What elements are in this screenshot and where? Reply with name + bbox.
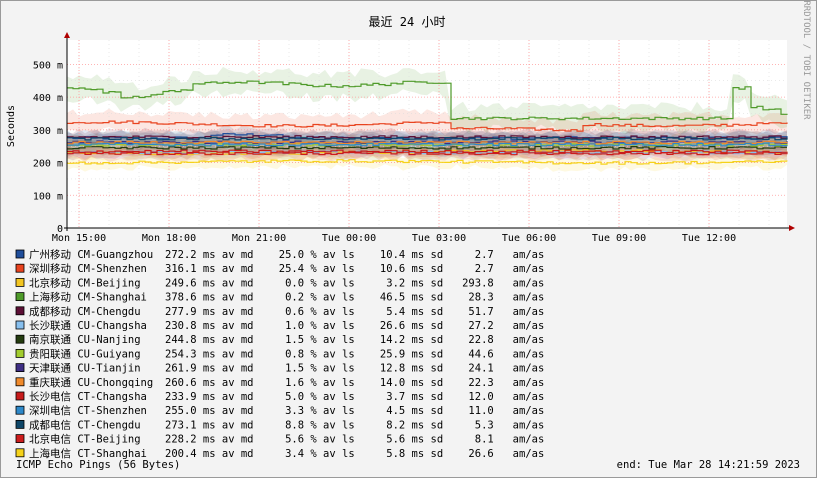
legend-series-stats-6: 244.8 ms av md 1.5 % av ls 14.2 ms sd 22… xyxy=(165,334,544,346)
legend-series-name-8: 天津联通 CU-Tianjin xyxy=(29,363,141,375)
legend-swatch-0 xyxy=(15,249,25,259)
legend-entry-0: 广州移动 CM-Guangzhou 272.2 ms av md 25.0 % a… xyxy=(29,248,544,261)
legend-swatch-2 xyxy=(15,277,25,287)
legend-series-stats-12: 273.1 ms av md 8.8 % av ls 8.2 ms sd 5.3… xyxy=(165,419,544,431)
legend-entry-9: 重庆联通 CU-Chongqing 260.6 ms av md 1.6 % av… xyxy=(29,376,544,389)
legend-series-name-9: 重庆联通 CU-Chongqing xyxy=(29,376,153,389)
x-tick-label-4: Tue 03:00 xyxy=(412,233,466,244)
legend-series-name-14: 上海电信 CT-Shanghai xyxy=(29,447,147,460)
legend-swatch-12 xyxy=(15,419,25,429)
smoke-band-14 xyxy=(67,152,787,172)
legend-series-stats-5: 230.8 ms av md 1.0 % av ls 26.6 ms sd 27… xyxy=(165,320,544,332)
legend-series-stats-7: 254.3 ms av md 0.8 % av ls 25.9 ms sd 44… xyxy=(165,348,544,360)
legend-series-name-7: 贵阳联通 CU-Guiyang xyxy=(29,347,141,360)
chart-title: 最近 24 小时 xyxy=(369,15,446,29)
axes xyxy=(64,32,795,231)
legend-entry-6: 南京联通 CU-Nanjing 244.8 ms av md 1.5 % av l… xyxy=(29,333,544,346)
legend-series-name-3: 上海移动 CM-Shanghai xyxy=(29,291,147,304)
legend-series-stats-10: 233.9 ms av md 5.0 % av ls 3.7 ms sd 12.… xyxy=(165,391,544,403)
legend-entry-2: 北京移动 CM-Beijing 249.6 ms av md 0.0 % av l… xyxy=(29,276,544,289)
legend-swatch-8 xyxy=(15,363,25,373)
y-axis-arrow xyxy=(64,32,70,38)
footer-end-time: end: Tue Mar 28 14:21:59 2023 xyxy=(617,459,800,471)
legend-entry-10: 长沙电信 CT-Changsha 233.9 ms av md 5.0 % av … xyxy=(29,390,544,403)
legend-series-stats-14: 200.4 ms av md 3.4 % av ls 5.8 ms sd 26.… xyxy=(165,448,544,460)
legend-swatch-1 xyxy=(15,263,25,273)
plot-background xyxy=(67,40,787,228)
series-line-12 xyxy=(67,136,788,141)
series-line-1 xyxy=(67,120,788,132)
legend-entry-14: 上海电信 CT-Shanghai 200.4 ms av md 3.4 % av … xyxy=(29,447,544,460)
legend-series-stats-13: 228.2 ms av md 5.6 % av ls 5.6 ms sd 8.1… xyxy=(165,434,544,446)
x-tick-label-0: Mon 15:00 xyxy=(52,233,106,244)
legend-swatch-5 xyxy=(15,320,25,330)
x-tick-label-6: Tue 09:00 xyxy=(592,233,646,244)
legend-series-stats-2: 249.6 ms av md 0.0 % av ls 3.2 ms sd 293… xyxy=(165,277,544,289)
legend-swatch-6 xyxy=(15,334,25,344)
legend-series-stats-3: 378.6 ms av md 0.2 % av ls 46.5 ms sd 28… xyxy=(165,292,544,304)
series-line-9 xyxy=(67,140,788,145)
legend-series-name-12: 成都电信 CT-Chengdu xyxy=(29,418,141,431)
legend-swatch-11 xyxy=(15,405,25,415)
legend-swatch-7 xyxy=(15,348,25,358)
legend-swatch-4 xyxy=(15,306,25,316)
y-tick-label-0: 0 xyxy=(57,224,63,235)
rrdtool-credit: RRDTOOL / TOBI OETIKER xyxy=(801,0,811,120)
legend-series-name-10: 长沙电信 CT-Changsha xyxy=(29,390,147,403)
tick-labels: 0 100 m 200 m 300 m 400 m 500 m Mon 15:00 Mon 1… xyxy=(33,60,736,244)
legend-series-name-2: 北京移动 CM-Beijing xyxy=(29,276,141,289)
legend-swatch-3 xyxy=(15,292,25,302)
legend-series-stats-1: 316.1 ms av md 25.4 % av ls 10.6 ms sd 2… xyxy=(165,263,544,275)
legend-entry-12: 成都电信 CT-Chengdu 273.1 ms av md 8.8 % av l… xyxy=(29,418,544,431)
legend-series-name-6: 南京联通 CU-Nanjing xyxy=(29,333,141,346)
legend-series-name-0: 广州移动 CM-Guangzhou xyxy=(29,248,153,261)
legend-entry-1: 深圳移动 CM-Shenzhen 316.1 ms av md 25.4 % av… xyxy=(29,262,544,275)
legend-series-stats-8: 261.9 ms av md 1.5 % av ls 12.8 ms sd 24… xyxy=(165,363,544,375)
legend-series-name-13: 北京电信 CT-Beijing xyxy=(29,433,141,446)
smoke-band-3 xyxy=(67,66,787,135)
legend-swatch-14 xyxy=(15,448,25,458)
series-line-14 xyxy=(67,159,788,165)
legend-series-name-4: 成都移动 CM-Chengdu xyxy=(29,305,141,318)
legend-swatch-9 xyxy=(15,377,25,387)
legend-series-stats-4: 277.9 ms av md 0.6 % av ls 5.4 ms sd 51.… xyxy=(165,306,544,318)
legend-series-name-5: 长沙联通 CU-Changsha xyxy=(29,320,147,332)
legend-entry-8: 天津联通 CU-Tianjin 261.9 ms av md 1.5 % av l… xyxy=(29,363,544,375)
y-tick-label-5: 500 m xyxy=(33,60,63,71)
series-lines xyxy=(67,80,788,165)
legend-entry-11: 深圳电信 CT-Shenzhen 255.0 ms av md 3.3 % av … xyxy=(29,404,544,417)
legend-series-stats-11: 255.0 ms av md 3.3 % av ls 4.5 ms sd 11.… xyxy=(165,405,544,417)
series-line-11 xyxy=(67,142,788,147)
plot-area xyxy=(67,40,787,228)
legend: 广州移动 CM-Guangzhou 272.2 ms av md 25.0 % a… xyxy=(15,248,544,460)
legend-series-name-1: 深圳移动 CM-Shenzhen xyxy=(29,262,147,275)
x-tick-label-2: Mon 21:00 xyxy=(232,233,286,244)
y-tick-label-1: 100 m xyxy=(33,191,63,202)
x-tick-label-7: Tue 12:00 xyxy=(682,233,736,244)
legend-series-stats-9: 260.6 ms av md 1.6 % av ls 14.0 ms sd 22… xyxy=(165,377,544,389)
y-axis-label: Seconds xyxy=(6,105,17,147)
legend-swatch-10 xyxy=(15,391,25,401)
legend-entry-13: 北京电信 CT-Beijing 228.2 ms av md 5.6 % av l… xyxy=(29,433,544,446)
series-line-3 xyxy=(67,80,788,121)
grid-lines xyxy=(67,40,787,228)
series-line-13 xyxy=(67,151,788,156)
y-tick-label-4: 400 m xyxy=(33,93,63,104)
legend-series-stats-0: 272.2 ms av md 25.0 % av ls 10.4 ms sd 2… xyxy=(165,249,544,261)
y-tick-label-3: 300 m xyxy=(33,126,63,137)
x-axis-arrow xyxy=(789,225,795,231)
legend-entry-4: 成都移动 CM-Chengdu 277.9 ms av md 0.6 % av l… xyxy=(29,305,544,318)
x-tick-label-3: Tue 00:00 xyxy=(322,233,376,244)
footer-probe-label: ICMP Echo Pings (56 Bytes) xyxy=(16,459,180,471)
legend-entry-5: 长沙联通 CU-Changsha 230.8 ms av md 1.0 % av … xyxy=(29,320,544,332)
series-line-6 xyxy=(67,145,787,150)
legend-swatch-13 xyxy=(15,434,25,444)
y-tick-label-2: 200 m xyxy=(33,159,63,170)
legend-series-name-11: 深圳电信 CT-Shenzhen xyxy=(29,404,147,417)
legend-entry-3: 上海移动 CM-Shanghai 378.6 ms av md 0.2 % av … xyxy=(29,291,544,304)
x-tick-label-1: Mon 18:00 xyxy=(142,233,196,244)
legend-entry-7: 贵阳联通 CU-Guiyang 254.3 ms av md 0.8 % av l… xyxy=(29,347,544,360)
x-tick-label-5: Tue 06:00 xyxy=(502,233,556,244)
